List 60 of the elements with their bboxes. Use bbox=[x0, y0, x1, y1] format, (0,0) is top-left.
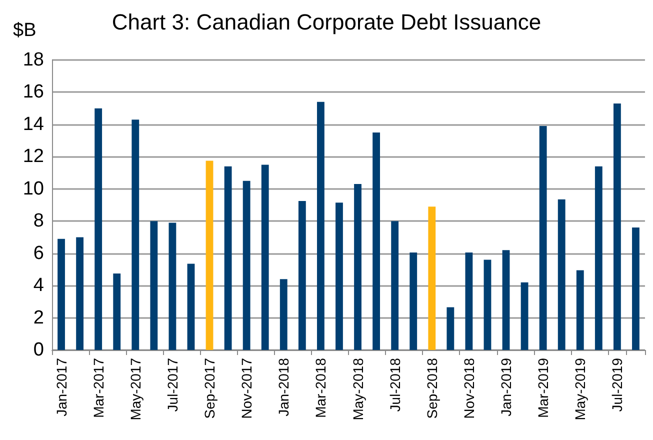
bar bbox=[613, 104, 621, 350]
y-tick-label: 0 bbox=[33, 340, 44, 360]
bar bbox=[187, 264, 195, 350]
x-tick-label: Jan-2017 bbox=[53, 358, 70, 416]
x-tick-label: Jul-2018 bbox=[386, 358, 403, 412]
bar bbox=[298, 200, 306, 350]
y-tick-label: 4 bbox=[33, 275, 44, 296]
bar bbox=[316, 102, 324, 350]
x-tick-label: Jan-2019 bbox=[498, 358, 514, 416]
x-tick-label: Nov-2017 bbox=[238, 358, 255, 419]
y-tick-label: 10 bbox=[22, 178, 44, 200]
x-tick-label: Mar-2019 bbox=[535, 358, 552, 418]
x-tick-label: Mar-2017 bbox=[90, 358, 106, 418]
x-tick-label: Sep-2018 bbox=[424, 358, 440, 419]
x-tick-label: Jul-2019 bbox=[609, 358, 626, 412]
y-tick-label: 12 bbox=[22, 146, 44, 168]
x-tick-label: May-2019 bbox=[572, 358, 588, 420]
x-tick-label: May-2018 bbox=[350, 358, 366, 420]
bar bbox=[168, 222, 176, 350]
bar bbox=[465, 252, 473, 350]
bar bbox=[113, 273, 121, 350]
bar bbox=[428, 206, 436, 350]
x-tick-label: Jan-2018 bbox=[276, 358, 292, 416]
bar bbox=[354, 184, 362, 350]
bar bbox=[391, 221, 399, 350]
y-tick-label: 14 bbox=[22, 114, 44, 135]
chart-title: Chart 3: Canadian Corporate Debt Issuance bbox=[112, 10, 542, 34]
y-tick-label: 8 bbox=[33, 210, 44, 232]
bar bbox=[594, 166, 602, 350]
y-tick-label: 16 bbox=[22, 82, 44, 103]
bar bbox=[484, 260, 492, 350]
x-tick-label: Mar-2018 bbox=[312, 358, 329, 418]
y-tick-label: 18 bbox=[22, 50, 44, 70]
bar bbox=[372, 132, 380, 350]
bar bbox=[558, 199, 566, 350]
bar bbox=[520, 282, 528, 350]
bar bbox=[150, 221, 158, 350]
bar bbox=[502, 250, 510, 350]
bar bbox=[132, 120, 140, 350]
bar bbox=[539, 126, 547, 350]
bar bbox=[410, 252, 418, 350]
y-axis-title: $B bbox=[13, 20, 36, 41]
x-tick-label: Jul-2017 bbox=[164, 358, 180, 412]
bar bbox=[446, 307, 454, 350]
bar bbox=[242, 180, 250, 350]
bar bbox=[576, 270, 584, 350]
bar bbox=[58, 238, 65, 350]
bar bbox=[632, 228, 640, 350]
bar bbox=[76, 237, 84, 350]
y-tick-label: 2 bbox=[33, 307, 44, 328]
x-tick-label: May-2017 bbox=[127, 358, 144, 420]
bar bbox=[94, 108, 102, 350]
bar bbox=[261, 164, 269, 350]
bar bbox=[336, 202, 343, 350]
x-tick-label: Sep-2017 bbox=[202, 358, 218, 419]
bar bbox=[280, 279, 288, 350]
y-tick-label: 6 bbox=[33, 242, 44, 264]
bar bbox=[206, 160, 214, 350]
x-tick-label: Nov-2018 bbox=[460, 358, 477, 419]
bar bbox=[224, 166, 232, 350]
